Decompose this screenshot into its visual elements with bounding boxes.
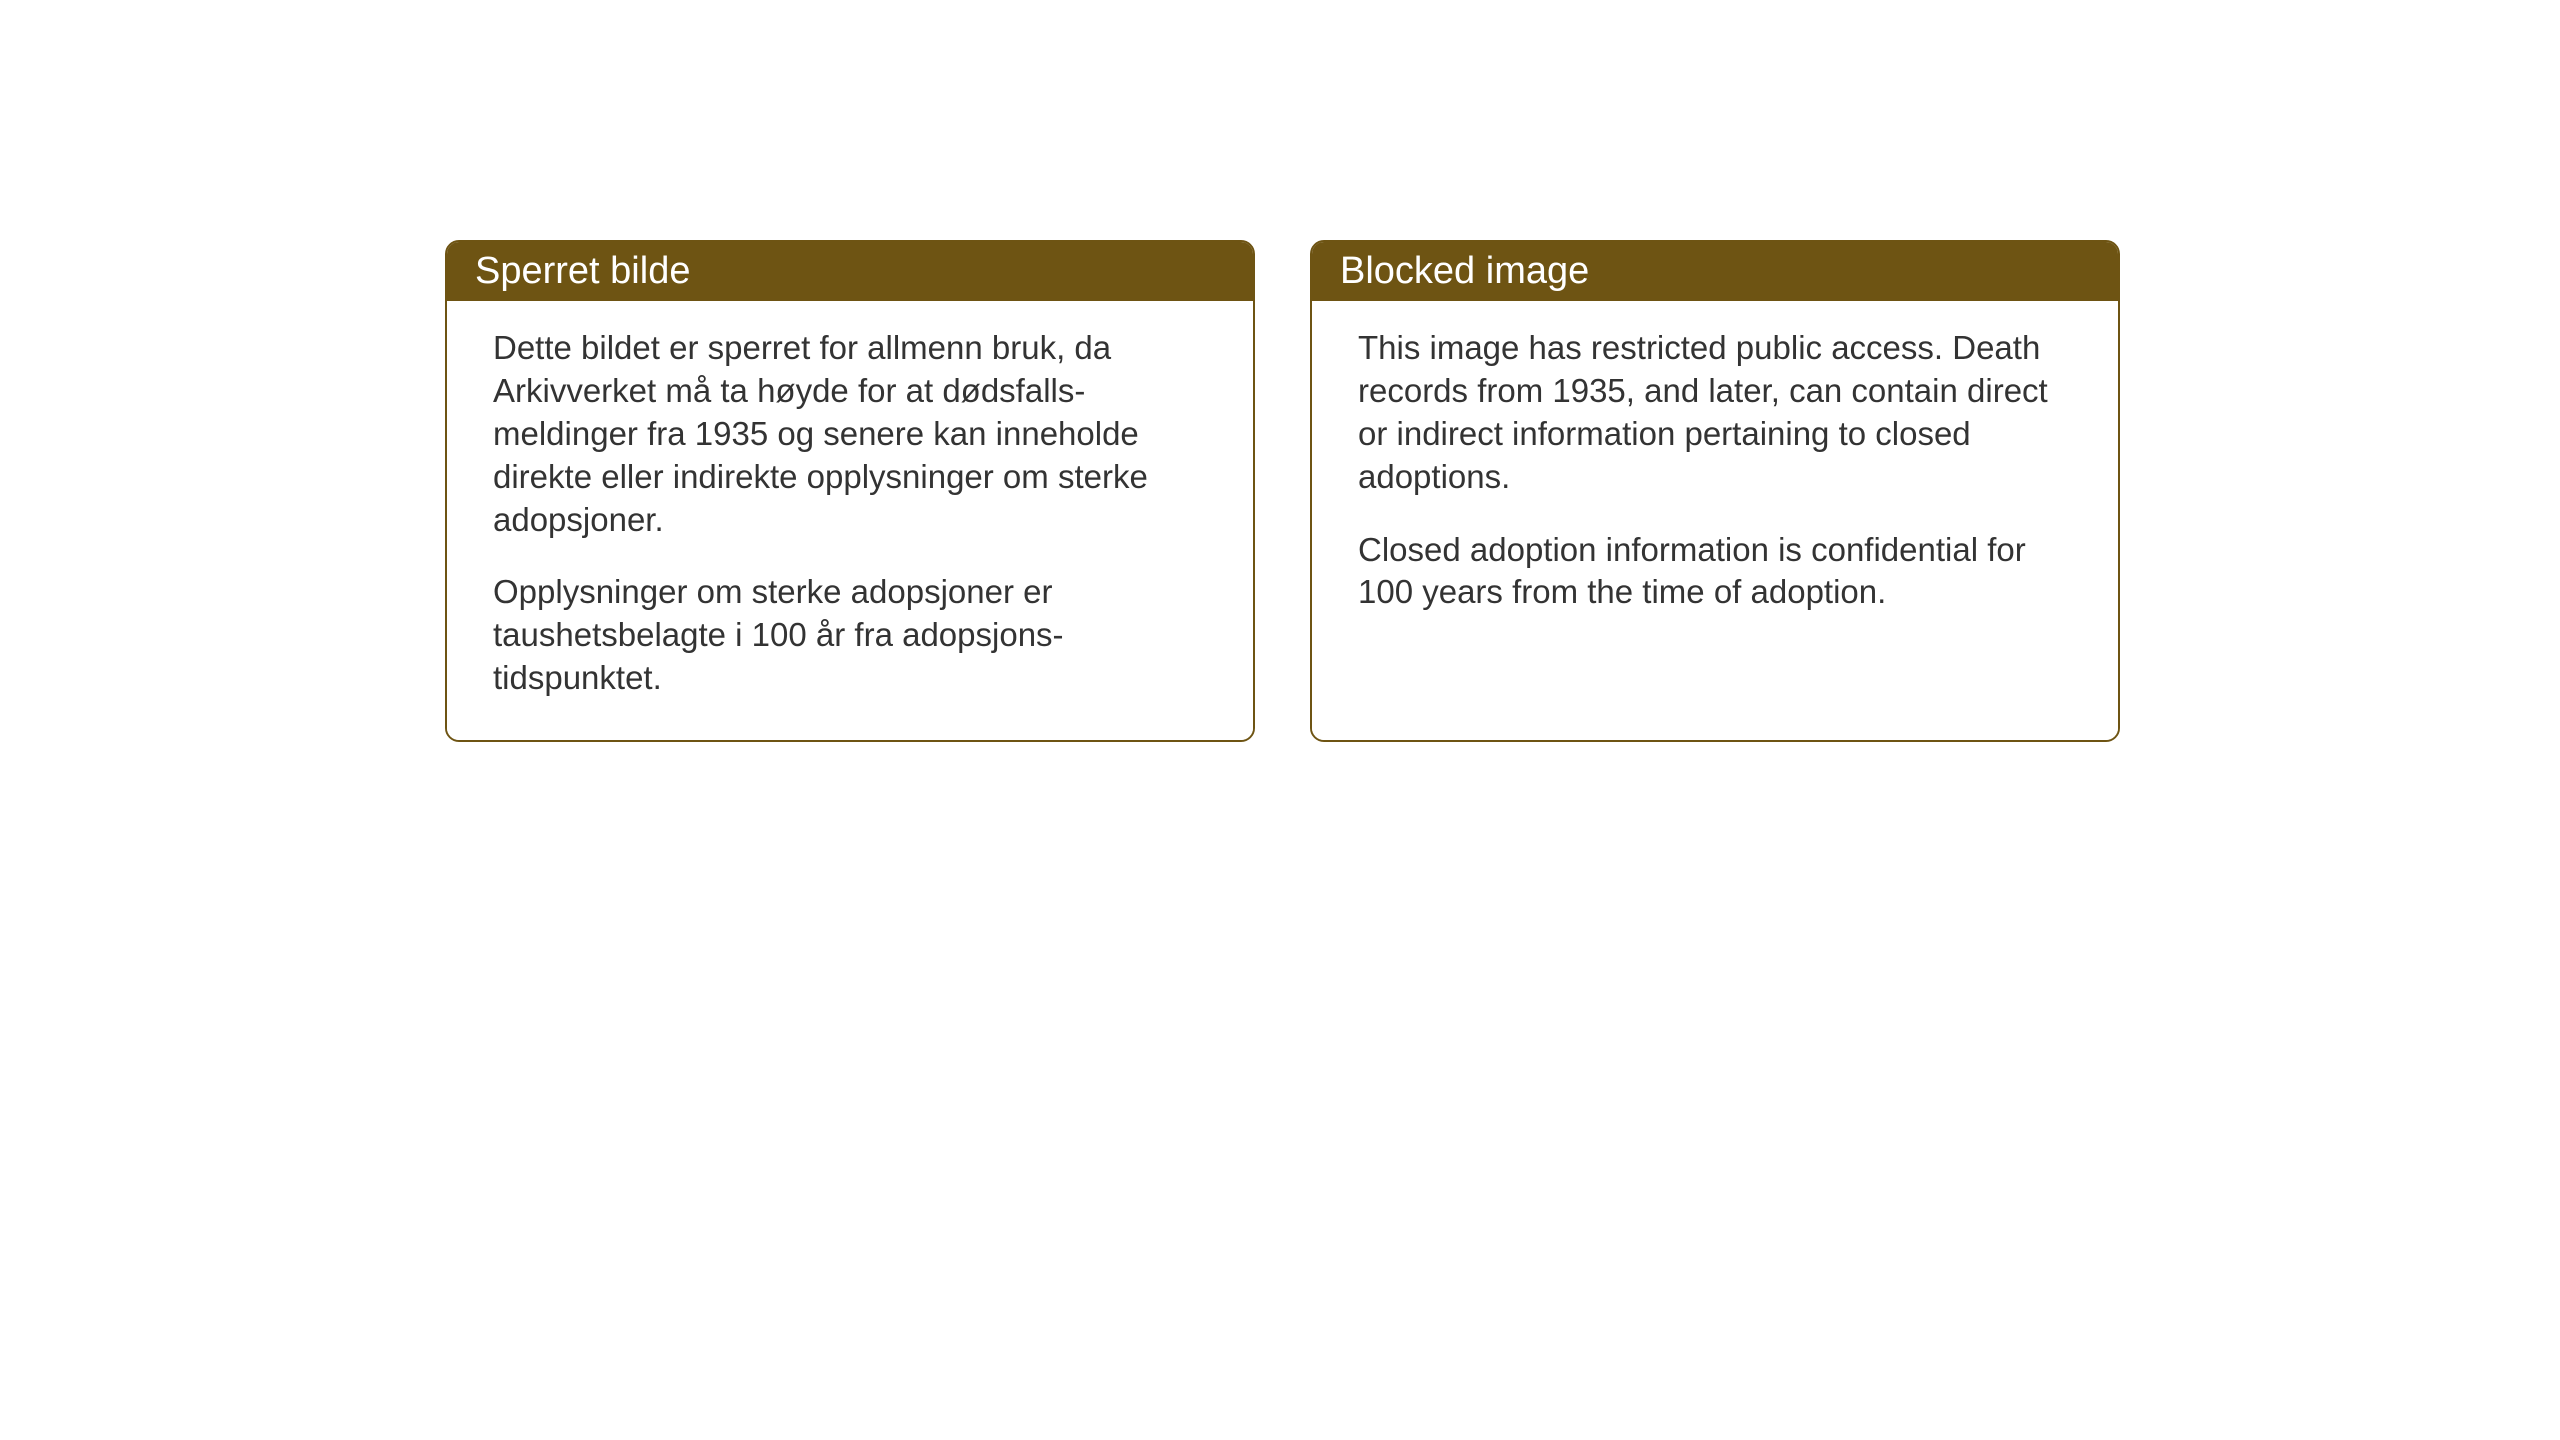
card-header: Blocked image <box>1312 242 2118 301</box>
notice-card-norwegian: Sperret bilde Dette bildet er sperret fo… <box>445 240 1255 742</box>
card-body: This image has restricted public access.… <box>1312 301 2118 740</box>
card-paragraph: Opplysninger om sterke adopsjoner er tau… <box>493 571 1207 700</box>
card-paragraph: Dette bildet er sperret for allmenn bruk… <box>493 327 1207 541</box>
card-paragraph: This image has restricted public access.… <box>1358 327 2072 499</box>
card-paragraph: Closed adoption information is confident… <box>1358 529 2072 615</box>
card-title: Sperret bilde <box>475 250 690 292</box>
notice-card-english: Blocked image This image has restricted … <box>1310 240 2120 742</box>
card-header: Sperret bilde <box>447 242 1253 301</box>
notice-container: Sperret bilde Dette bildet er sperret fo… <box>445 240 2120 742</box>
card-title: Blocked image <box>1340 250 1589 292</box>
card-body: Dette bildet er sperret for allmenn bruk… <box>447 301 1253 740</box>
